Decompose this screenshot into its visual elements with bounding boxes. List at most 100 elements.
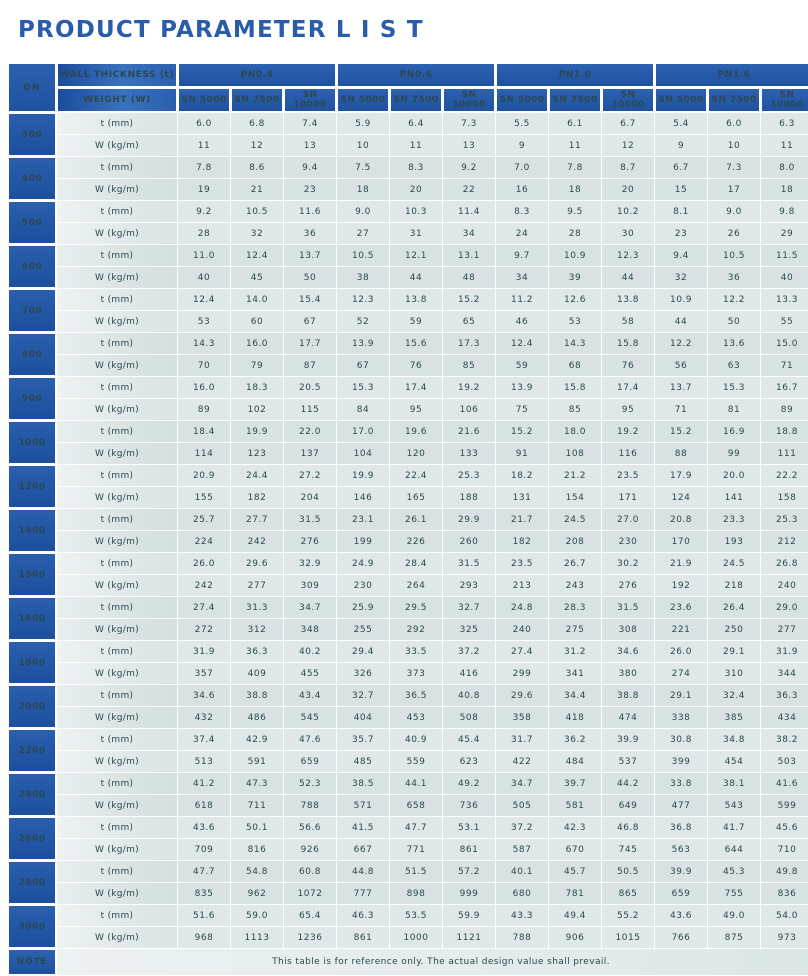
thickness-value-cell: 7.3 xyxy=(443,113,495,134)
table-row: W (kg/m) 272 312 348 255 292 325 240 275 308 221 25… xyxy=(8,619,808,640)
table-row: 700 t (mm) 12.4 14.0 15.4 12.3 13.8 15.2 11.2 12.… xyxy=(8,289,808,332)
thickness-value-cell: 34.4 xyxy=(549,685,601,706)
thickness-value-cell: 12.3 xyxy=(337,289,389,310)
dn-cell: 500 xyxy=(8,201,56,244)
thickness-value-cell: 6.0 xyxy=(178,113,230,134)
weight-value-cell: 76 xyxy=(602,355,654,376)
thickness-value-cell: 20.8 xyxy=(655,509,707,530)
weight-value-cell: 182 xyxy=(231,487,283,508)
row-label-weight: W (kg/m) xyxy=(57,751,177,772)
thickness-value-cell: 28.4 xyxy=(390,553,442,574)
thickness-value-cell: 22.4 xyxy=(390,465,442,486)
weight-value-cell: 255 xyxy=(337,619,389,640)
thickness-value-cell: 57.2 xyxy=(443,861,495,882)
weight-value-cell: 680 xyxy=(496,883,548,904)
thickness-value-cell: 16.0 xyxy=(178,377,230,398)
weight-value-cell: 199 xyxy=(337,531,389,552)
thickness-value-cell: 40.9 xyxy=(390,729,442,750)
thickness-value-cell: 8.0 xyxy=(761,157,808,178)
thickness-value-cell: 12.4 xyxy=(231,245,283,266)
table-row: 2000 t (mm) 34.6 38.8 43.4 32.7 36.5 40.8 29.6 34… xyxy=(8,685,808,728)
thickness-value-cell: 8.1 xyxy=(655,201,707,222)
weight-value-cell: 30 xyxy=(602,223,654,244)
dn-cell: 2800 xyxy=(8,861,56,904)
table-row: 800 t (mm) 14.3 16.0 17.7 13.9 15.6 17.3 12.4 14.… xyxy=(8,333,808,376)
thickness-value-cell: 49.8 xyxy=(761,861,808,882)
weight-value-cell: 58 xyxy=(602,311,654,332)
thickness-value-cell: 24.9 xyxy=(337,553,389,574)
table-row: 600 t (mm) 11.0 12.4 13.7 10.5 12.1 13.1 9.7 10.9… xyxy=(8,245,808,288)
weight-value-cell: 276 xyxy=(602,575,654,596)
thickness-value-cell: 18.4 xyxy=(178,421,230,442)
weight-value-cell: 559 xyxy=(390,751,442,772)
header-sn-pn06-5000: SN 5000 xyxy=(337,88,389,112)
thickness-value-cell: 23.5 xyxy=(602,465,654,486)
weight-value-cell: 170 xyxy=(655,531,707,552)
thickness-value-cell: 45.3 xyxy=(708,861,760,882)
weight-value-cell: 84 xyxy=(337,399,389,420)
thickness-value-cell: 38.1 xyxy=(708,773,760,794)
row-label-weight: W (kg/m) xyxy=(57,883,177,904)
weight-value-cell: 88 xyxy=(655,443,707,464)
thickness-value-cell: 10.2 xyxy=(602,201,654,222)
weight-value-cell: 416 xyxy=(443,663,495,684)
thickness-value-cell: 10.3 xyxy=(390,201,442,222)
table-row: W (kg/m) 432 486 545 404 453 508 358 418 474 338 38… xyxy=(8,707,808,728)
thickness-value-cell: 38.2 xyxy=(761,729,808,750)
thickness-value-cell: 6.8 xyxy=(231,113,283,134)
thickness-value-cell: 8.7 xyxy=(602,157,654,178)
thickness-value-cell: 16.9 xyxy=(708,421,760,442)
weight-value-cell: 22 xyxy=(443,179,495,200)
table-row: 1200 t (mm) 20.9 24.4 27.2 19.9 22.4 25.3 18.2 21… xyxy=(8,465,808,508)
thickness-value-cell: 50.5 xyxy=(602,861,654,882)
weight-value-cell: 13 xyxy=(284,135,336,156)
thickness-value-cell: 41.6 xyxy=(761,773,808,794)
weight-value-cell: 404 xyxy=(337,707,389,728)
thickness-value-cell: 41.2 xyxy=(178,773,230,794)
thickness-value-cell: 21.6 xyxy=(443,421,495,442)
weight-value-cell: 40 xyxy=(761,267,808,288)
thickness-value-cell: 22.2 xyxy=(761,465,808,486)
weight-value-cell: 623 xyxy=(443,751,495,772)
weight-value-cell: 485 xyxy=(337,751,389,772)
weight-value-cell: 34 xyxy=(443,223,495,244)
thickness-value-cell: 12.2 xyxy=(708,289,760,310)
thickness-value-cell: 8.3 xyxy=(496,201,548,222)
weight-value-cell: 23 xyxy=(284,179,336,200)
weight-value-cell: 865 xyxy=(602,883,654,904)
weight-value-cell: 29 xyxy=(761,223,808,244)
row-label-thickness: t (mm) xyxy=(57,773,177,794)
thickness-value-cell: 12.4 xyxy=(496,333,548,354)
weight-value-cell: 18 xyxy=(337,179,389,200)
table-row: 1500 t (mm) 26.0 29.6 32.9 24.9 28.4 31.5 23.5 26… xyxy=(8,553,808,596)
thickness-value-cell: 46.8 xyxy=(602,817,654,838)
row-label-weight: W (kg/m) xyxy=(57,575,177,596)
thickness-value-cell: 45.7 xyxy=(549,861,601,882)
weight-value-cell: 486 xyxy=(231,707,283,728)
row-label-thickness: t (mm) xyxy=(57,509,177,530)
thickness-value-cell: 11.2 xyxy=(496,289,548,310)
thickness-value-cell: 21.2 xyxy=(549,465,601,486)
thickness-value-cell: 29.5 xyxy=(390,597,442,618)
thickness-value-cell: 15.4 xyxy=(284,289,336,310)
weight-value-cell: 618 xyxy=(178,795,230,816)
weight-value-cell: 226 xyxy=(390,531,442,552)
header-sn-pn04-10000: SN 10000 xyxy=(284,88,336,112)
thickness-value-cell: 50.1 xyxy=(231,817,283,838)
thickness-value-cell: 20.9 xyxy=(178,465,230,486)
weight-value-cell: 89 xyxy=(761,399,808,420)
thickness-value-cell: 29.9 xyxy=(443,509,495,530)
thickness-value-cell: 43.3 xyxy=(496,905,548,926)
weight-value-cell: 44 xyxy=(655,311,707,332)
weight-value-cell: 27 xyxy=(337,223,389,244)
thickness-value-cell: 46.3 xyxy=(337,905,389,926)
thickness-value-cell: 17.4 xyxy=(390,377,442,398)
thickness-value-cell: 11.6 xyxy=(284,201,336,222)
weight-value-cell: 9 xyxy=(655,135,707,156)
row-label-weight: W (kg/m) xyxy=(57,707,177,728)
thickness-value-cell: 12.2 xyxy=(655,333,707,354)
thickness-value-cell: 54.8 xyxy=(231,861,283,882)
thickness-value-cell: 36.8 xyxy=(655,817,707,838)
table-row: 400 t (mm) 7.8 8.6 9.4 7.5 8.3 9.2 7.0 7.8 8.7 6.7 7… xyxy=(8,157,808,200)
thickness-value-cell: 31.5 xyxy=(284,509,336,530)
